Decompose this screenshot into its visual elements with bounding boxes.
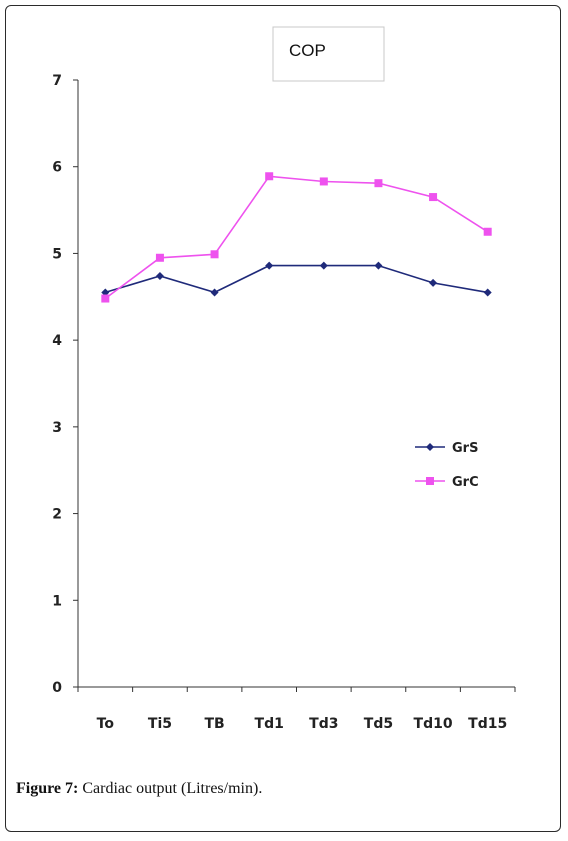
data-point-grs	[210, 288, 219, 297]
figure-caption: Figure 7: Cardiac output (Litres/min).	[16, 780, 546, 798]
legend-label-grs: GrS	[452, 441, 478, 456]
y-tick-label: 4	[52, 333, 62, 349]
data-point-grc	[374, 179, 383, 188]
data-point-grc	[155, 253, 164, 262]
y-tick-label: 5	[52, 246, 62, 262]
data-point-grs	[101, 288, 110, 297]
legend-marker-grc	[426, 477, 434, 485]
y-tick-label: 2	[52, 507, 62, 523]
figure-frame	[5, 5, 561, 832]
x-tick-label: Td15	[468, 716, 507, 732]
series-line-grc	[104, 175, 489, 300]
data-point-grs	[483, 288, 492, 297]
data-point-grs	[155, 271, 164, 280]
x-tick-label: Ti5	[148, 716, 172, 732]
x-tick-label: Td5	[364, 716, 393, 732]
chart-title-box	[272, 26, 385, 82]
data-point-grs	[265, 261, 274, 270]
y-tick-label: 6	[52, 160, 62, 176]
y-tick-label: 3	[52, 420, 62, 436]
data-point-grs	[319, 261, 328, 270]
data-point-grc	[265, 172, 274, 181]
caption-text: Cardiac output (Litres/min).	[78, 780, 263, 797]
series-line-grs	[105, 264, 488, 294]
x-tick-label: Td1	[255, 716, 284, 732]
x-tick-label: To	[97, 716, 115, 732]
x-tick-label: Td3	[309, 716, 338, 732]
legend-marker-grs	[426, 443, 434, 451]
data-point-grc	[101, 294, 110, 303]
x-tick-label: TB	[204, 716, 224, 732]
data-point-grc	[210, 250, 219, 259]
data-point-grs	[429, 278, 438, 287]
y-tick-label: 7	[52, 73, 62, 89]
chart-title: COP	[289, 41, 326, 60]
data-point-grs	[374, 261, 383, 270]
legend-label-grc: GrC	[452, 475, 479, 490]
x-tick-label: Td10	[414, 716, 453, 732]
caption-label: Figure 7:	[16, 780, 79, 797]
data-point-grc	[319, 177, 328, 186]
data-point-grc	[483, 227, 492, 236]
y-tick-label: 0	[52, 680, 62, 696]
y-tick-label: 1	[52, 593, 62, 609]
data-point-grc	[429, 193, 438, 202]
